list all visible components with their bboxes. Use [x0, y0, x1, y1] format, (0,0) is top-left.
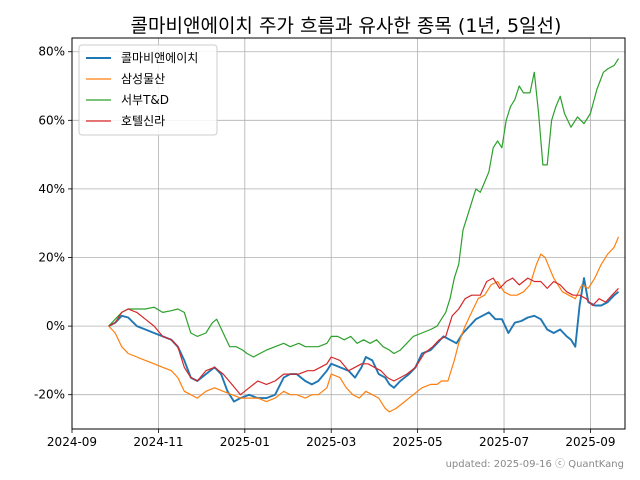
x-tick-label: 2025-01 — [220, 435, 270, 449]
x-tick-label: 2024-09 — [47, 435, 97, 449]
x-tick-label: 2025-07 — [479, 435, 529, 449]
x-tick-label: 2025-05 — [393, 435, 443, 449]
legend-box — [78, 44, 218, 136]
x-axis: 2024-09 2024-11 2025-01 2025-03 2025-05 2025-… — [47, 429, 616, 449]
series-layer — [108, 58, 620, 413]
y-tick-label: 60% — [38, 113, 65, 127]
legend-label: 삼성물산 — [121, 72, 165, 86]
plot-frame — [71, 37, 626, 430]
y-tick-label: -20% — [34, 388, 65, 402]
y-tick-label: 80% — [38, 45, 65, 59]
series-line-1 — [108, 277, 620, 403]
x-tick-label: 2025-09 — [565, 435, 615, 449]
legend-label: 콜마비앤에이치 — [121, 51, 198, 65]
series-line-3 — [108, 58, 620, 358]
x-tick-label: 2024-11 — [133, 435, 183, 449]
x-tick-label: 2025-03 — [306, 435, 356, 449]
series-line-4 — [108, 277, 619, 396]
y-tick-label: 20% — [38, 251, 65, 265]
series-line-2 — [108, 236, 620, 413]
y-tick-label: 0% — [46, 319, 65, 333]
legend-label: 서부T&D — [121, 93, 169, 107]
chart-title: 콜마비앤에이치 주가 흐름과 유사한 종목 (1년, 5일선) — [131, 15, 562, 37]
y-axis: -20% 0% 20% 40% 60% 80% — [34, 45, 72, 402]
footer-credit: updated: 2025-09-16 ⓒ QuantKang — [446, 458, 624, 470]
legend-label: 호텔신라 — [121, 114, 165, 128]
y-tick-label: 40% — [38, 182, 65, 196]
